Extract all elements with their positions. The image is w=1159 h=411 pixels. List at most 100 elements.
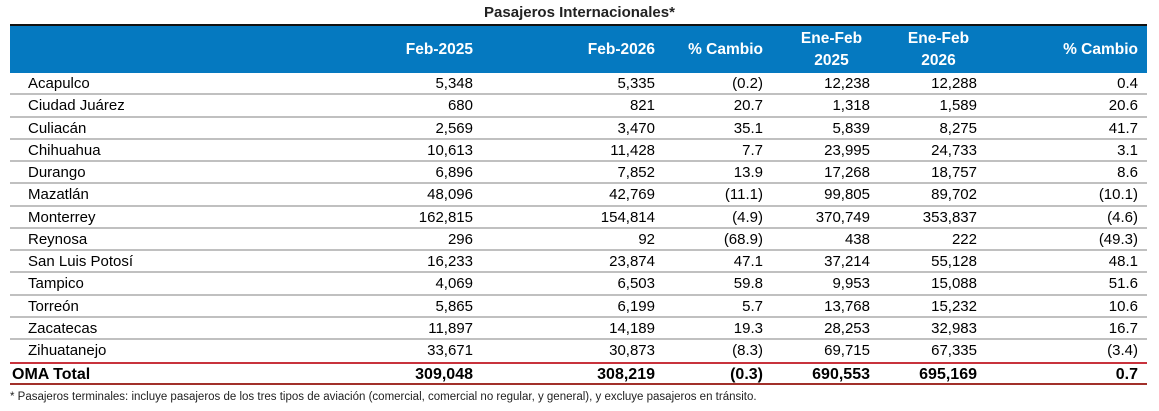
airport-name: Mazatlán — [28, 186, 89, 204]
cell: 1,318 — [832, 97, 870, 115]
cell: 2,569 — [435, 119, 473, 137]
cell: 4,069 — [435, 275, 473, 293]
cell: (4.9) — [732, 208, 763, 226]
airport-name: Monterrey — [28, 208, 96, 226]
cell: 99,805 — [824, 186, 870, 204]
cell: (4.6) — [1107, 208, 1138, 226]
cell: 37,214 — [824, 253, 870, 270]
cell: 20.7 — [733, 97, 763, 115]
table-row: Torreón 5,865 6,199 5.7 13,768 15,232 10.6 — [10, 296, 1147, 318]
cell: 41.7 — [1108, 119, 1138, 137]
cell: (0.3) — [730, 366, 763, 384]
airport-name: Zacatecas — [28, 319, 98, 337]
cell: (10.1) — [1098, 186, 1138, 204]
airport-name: Durango — [28, 164, 86, 181]
table-body: Acapulco 5,348 5,335 (0.2) 12,238 12,288 0.4 Ci… — [10, 73, 1147, 362]
cell: 438 — [844, 230, 870, 248]
col-feb-2025: Feb-2025 — [405, 40, 473, 58]
cell: 3.1 — [1117, 141, 1138, 159]
airport-name: San Luis Potosí — [28, 253, 134, 270]
cell: 6,199 — [617, 297, 655, 315]
cell: 14,189 — [609, 319, 655, 337]
total-label: OMA Total — [12, 366, 91, 384]
col-feb-2026: Feb-2026 — [587, 40, 655, 58]
cell: 154,814 — [600, 208, 655, 226]
cell: 5,335 — [617, 75, 655, 92]
cell: 47.1 — [733, 253, 763, 270]
footnote: * Pasajeros terminales: incluye pasajero… — [10, 391, 757, 403]
table-header: Feb-2025 Feb-2026 % Cambio Ene-Feb 2025 E… — [10, 24, 1147, 73]
cell: (0.2) — [732, 75, 763, 92]
cell: 821 — [629, 97, 655, 115]
table-row: San Luis Potosí 16,233 23,874 47.1 37,214 55,… — [10, 251, 1147, 274]
cell: 55,128 — [931, 253, 977, 270]
cell: 67,335 — [931, 342, 977, 359]
cell: (8.3) — [732, 342, 763, 359]
cell: 16.7 — [1108, 319, 1138, 337]
cell: 13.9 — [733, 164, 763, 181]
table-row: Chihuahua 10,613 11,428 7.7 23,995 24,733 3.1 — [10, 140, 1147, 162]
cell: 162,815 — [418, 208, 473, 226]
cell: 1,589 — [939, 97, 977, 115]
cell: 24,733 — [931, 141, 977, 159]
cell: 6,896 — [435, 164, 473, 181]
cell: 0.7 — [1115, 366, 1138, 384]
cell: 222 — [951, 230, 977, 248]
cell: 92 — [638, 230, 655, 248]
table-row: Zihuatanejo 33,671 30,873 (8.3) 69,715 67,335… — [10, 340, 1147, 362]
cell: (49.3) — [1098, 230, 1138, 248]
cell: 3,470 — [617, 119, 655, 137]
cell: 11,428 — [610, 141, 655, 159]
cell: 69,715 — [824, 342, 870, 359]
cell: 17,268 — [824, 164, 870, 181]
cell: 51.6 — [1108, 275, 1138, 293]
col-pct-change: % Cambio — [688, 40, 763, 58]
cell: 15,232 — [931, 297, 977, 315]
cell: 5,348 — [435, 75, 473, 92]
cell: 12,288 — [931, 75, 977, 92]
cell: 680 — [447, 97, 473, 115]
cell: 15,088 — [931, 275, 977, 293]
cell: (3.4) — [1107, 342, 1138, 359]
cell: 5.7 — [742, 297, 763, 315]
cell: 8.6 — [1117, 164, 1138, 181]
table-row: Zacatecas 11,897 14,189 19.3 28,253 32,983 16.… — [10, 318, 1147, 340]
airport-name: Culiacán — [28, 119, 87, 137]
cell: 695,169 — [919, 366, 977, 384]
table-row: Durango 6,896 7,852 13.9 17,268 18,757 8.6 — [10, 162, 1147, 185]
cell: 5,865 — [435, 297, 473, 315]
cell: (11.1) — [724, 186, 763, 204]
cell: 19.3 — [733, 319, 763, 337]
cell: 42,769 — [609, 186, 655, 204]
cell: 0.4 — [1117, 75, 1138, 92]
cell: 20.6 — [1108, 97, 1138, 115]
cell: 30,873 — [609, 342, 655, 359]
cell: 6,503 — [617, 275, 655, 293]
cell: 33,671 — [427, 342, 473, 359]
cell: 48.1 — [1108, 253, 1138, 270]
cell: 9,953 — [832, 275, 870, 293]
total-row: OMA Total 309,048 308,219 (0.3) 690,553 … — [10, 362, 1147, 386]
cell: 18,757 — [931, 164, 977, 181]
cell: 309,048 — [415, 366, 473, 384]
cell: 370,749 — [815, 208, 870, 226]
airport-name: Ciudad Juárez — [28, 97, 125, 115]
passengers-table: Feb-2025 Feb-2026 % Cambio Ene-Feb 2025 E… — [10, 24, 1147, 386]
cell: 89,702 — [931, 186, 977, 204]
cell: 48,096 — [427, 186, 473, 204]
cell: (68.9) — [723, 230, 763, 248]
cell: 7.7 — [742, 141, 763, 159]
cell: 308,219 — [597, 366, 655, 384]
cell: 7,852 — [617, 164, 655, 181]
table-row: Mazatlán 48,096 42,769 (11.1) 99,805 89,702 (1… — [10, 184, 1147, 207]
table-row: Reynosa 296 92 (68.9) 438 222 (49.3) — [10, 229, 1147, 251]
cell: 13,768 — [824, 297, 870, 315]
cell: 12,238 — [824, 75, 870, 92]
cell: 11,897 — [428, 319, 473, 337]
airport-name: Acapulco — [28, 75, 90, 92]
airport-name: Torreón — [28, 297, 79, 315]
cell: 8,275 — [939, 119, 977, 137]
cell: 296 — [447, 230, 473, 248]
cell: 5,839 — [832, 119, 870, 137]
cell: 28,253 — [824, 319, 870, 337]
